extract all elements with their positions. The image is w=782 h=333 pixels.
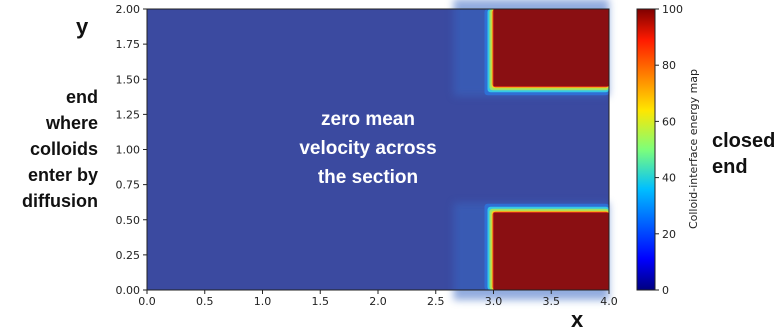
- left-end-label-line: colloids: [29, 139, 98, 159]
- y-tick-label: 1.50: [116, 73, 141, 86]
- center-annotation-line: velocity across: [299, 138, 437, 159]
- y-tick-label: 0.50: [116, 214, 141, 227]
- colorbar-tick-label: 80: [662, 59, 676, 72]
- high-energy-region: [493, 212, 609, 290]
- left-end-label-line: enter by: [27, 165, 98, 185]
- x-tick-label: 4.0: [600, 295, 618, 308]
- center-annotation-line: the section: [317, 167, 419, 188]
- colorbar: [636, 8, 656, 291]
- colorbar-tick-label: 60: [662, 115, 676, 128]
- x-tick-label: 3.5: [543, 295, 561, 308]
- right-end-label-line: closed: [712, 130, 776, 152]
- right-end-label-line: end: [712, 156, 748, 178]
- center-annotation-line: zero mean: [321, 109, 415, 130]
- left-end-label-line: diffusion: [22, 191, 98, 211]
- y-tick-label: 1.00: [116, 144, 141, 157]
- left-end-label: end where colloids enter by diffusion: [6, 84, 98, 214]
- right-end-label: closed end: [712, 128, 775, 180]
- colorbar-tick-label: 20: [662, 228, 676, 241]
- y-axis-title: y: [76, 14, 89, 39]
- colorbar-label: Colloid-interface energy map: [687, 69, 700, 229]
- colorbar-tick-label: 40: [662, 172, 676, 185]
- x-axis-title: x: [571, 307, 584, 332]
- x-tick-label: 2.5: [427, 295, 445, 308]
- y-tick-label: 0.75: [116, 179, 141, 192]
- x-tick-label: 0.5: [196, 295, 214, 308]
- y-tick-label: 2.00: [116, 3, 141, 16]
- x-tick-label: 3.0: [485, 295, 503, 308]
- heatmap-layer: [453, 0, 609, 300]
- colorbar-ticks: 0 20 40 60 80 100: [655, 3, 683, 297]
- x-tick-label: 1.5: [312, 295, 330, 308]
- left-end-label-line: where: [45, 113, 98, 133]
- y-tick-label: 0.00: [116, 284, 141, 297]
- y-axis: 0.00 0.25 0.50 0.75 1.00 1.25 1.50 1.75 2.00: [116, 3, 147, 297]
- colorbar-tick-label: 100: [662, 3, 683, 16]
- y-tick-label: 1.25: [116, 108, 141, 121]
- high-energy-region: [493, 9, 609, 87]
- left-end-label-line: end: [65, 87, 98, 107]
- colorbar-tick-label: 0: [662, 284, 669, 297]
- center-annotation: zero mean velocity across the section: [276, 105, 460, 192]
- x-axis: 0.0 0.5 1.0 1.5 2.0 2.5 3.0 3.5 4.0: [138, 290, 618, 308]
- x-tick-label: 0.0: [138, 295, 156, 308]
- y-tick-label: 1.75: [116, 38, 141, 51]
- x-tick-label: 2.0: [369, 295, 387, 308]
- x-tick-label: 1.0: [254, 295, 272, 308]
- y-tick-label: 0.25: [116, 249, 141, 262]
